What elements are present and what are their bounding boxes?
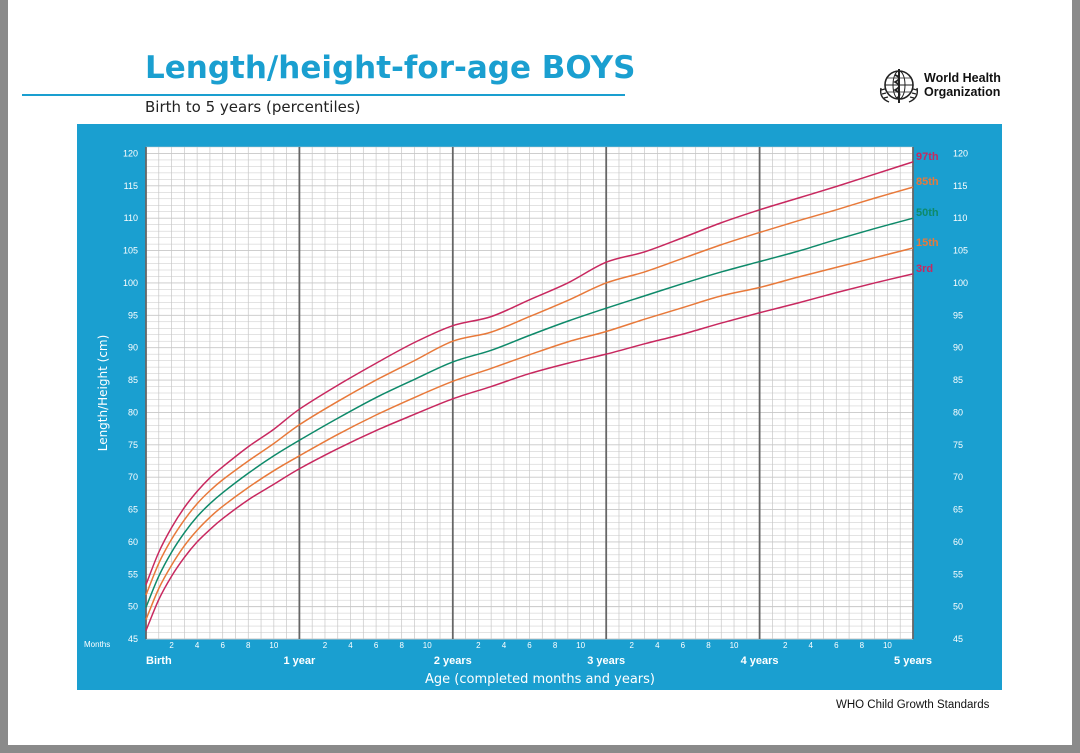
series-line-50th — [145, 217, 914, 608]
series-label-3rd: 3rd — [916, 263, 933, 275]
y-tick-label: 70 — [953, 472, 963, 482]
who-name-line2: Organization — [924, 85, 1001, 99]
footer-text: WHO Child Growth Standards — [836, 699, 990, 711]
y-tick-label: 45 — [128, 634, 138, 644]
y-tick-label: 85 — [128, 375, 138, 385]
y-tick-label: 45 — [953, 634, 963, 644]
month-tick-label: 4 — [348, 641, 353, 650]
month-tick-label: 4 — [655, 641, 660, 650]
y-tick-label: 105 — [123, 246, 138, 256]
y-tick-label: 60 — [953, 537, 963, 547]
y-tick-label: 120 — [123, 148, 138, 158]
who-emblem-icon — [879, 69, 919, 103]
y-tick-label: 65 — [128, 505, 138, 515]
year-tick-label: 5 years — [894, 655, 932, 667]
who-name-line1: World Health — [924, 71, 1001, 85]
month-tick-label: 6 — [834, 641, 839, 650]
y-tick-label: 95 — [953, 310, 963, 320]
series-label-97th: 97th — [916, 151, 939, 163]
month-tick-label: 8 — [553, 641, 558, 650]
y-axis-label: Length/Height (cm) — [96, 335, 110, 452]
month-tick-label: 8 — [399, 641, 404, 650]
month-tick-label: 10 — [423, 641, 432, 650]
month-tick-label: 2 — [783, 641, 788, 650]
x-axis-label: Age (completed months and years) — [425, 672, 655, 687]
y-tick-label: 110 — [953, 213, 967, 223]
y-tick-label: 85 — [953, 375, 963, 385]
y-tick-label: 50 — [128, 602, 138, 612]
series-label-85th: 85th — [916, 176, 939, 188]
month-tick-label: 8 — [246, 641, 251, 650]
who-name: World Health Organization — [924, 71, 1001, 99]
page-title: Length/height-for-age BOYS — [145, 50, 636, 86]
y-tick-label: 50 — [953, 602, 963, 612]
month-tick-label: 10 — [269, 641, 278, 650]
title-underline — [22, 94, 625, 96]
series-group — [145, 161, 914, 631]
y-axis-right: 45 50 55 60 65 70 75 80 85 90 95 100 105 110 115 120 — [953, 148, 968, 644]
y-tick-label: 120 — [953, 148, 968, 158]
month-tick-label: 8 — [706, 641, 711, 650]
y-tick-label: 75 — [128, 440, 138, 450]
y-tick-label: 80 — [128, 407, 138, 417]
series-line-85th — [145, 186, 914, 596]
month-tick-label: 2 — [476, 641, 481, 650]
year-tick-label: Birth — [146, 655, 172, 667]
month-tick-label: 2 — [323, 641, 328, 650]
month-tick-label: 6 — [527, 641, 532, 650]
year-tick-label: 2 years — [434, 655, 472, 667]
y-tick-label: 75 — [953, 440, 963, 450]
y-tick-label: 115 — [953, 181, 967, 191]
series-label-50th: 50th — [916, 207, 939, 219]
y-tick-label: 80 — [953, 407, 963, 417]
month-tick-label: 4 — [195, 641, 200, 650]
y-tick-label: 110 — [124, 213, 138, 223]
y-tick-label: 115 — [124, 181, 138, 191]
chart-grid — [145, 146, 914, 640]
y-tick-label: 70 — [128, 472, 138, 482]
series-label-15th: 15th — [916, 237, 939, 249]
year-tick-label: 3 years — [587, 655, 625, 667]
series-line-3rd — [145, 273, 914, 631]
month-tick-label: 2 — [169, 641, 174, 650]
y-tick-label: 95 — [128, 310, 138, 320]
month-tick-label: 10 — [883, 641, 892, 650]
month-tick-label: 4 — [502, 641, 507, 650]
y-axis-left: 45 50 55 60 65 70 75 80 85 90 95 100 105 110 115 120 — [123, 148, 138, 644]
y-tick-label: 90 — [953, 343, 963, 353]
y-tick-label: 100 — [123, 278, 138, 288]
page-subtitle: Birth to 5 years (percentiles) — [145, 98, 361, 116]
y-tick-label: 90 — [128, 343, 138, 353]
y-tick-label: 65 — [953, 505, 963, 515]
series-line-97th — [145, 161, 914, 585]
month-tick-label: 10 — [730, 641, 739, 650]
month-tick-label: 6 — [220, 641, 225, 650]
y-tick-label: 105 — [953, 246, 968, 256]
y-tick-label: 55 — [953, 569, 963, 579]
series-line-15th — [145, 247, 914, 620]
x-axis: 2 4 6 8 10 2 4 6 8 10 2 4 6 8 10 2 4 6 8 10 2 4 6 8 10 Birth 1 yea… — [146, 641, 932, 667]
year-tick-label: 1 year — [283, 655, 316, 667]
y-tick-label: 100 — [953, 278, 968, 288]
months-label: Months — [84, 640, 110, 649]
month-tick-label: 8 — [860, 641, 865, 650]
year-tick-label: 4 years — [741, 655, 779, 667]
month-tick-label: 4 — [809, 641, 814, 650]
series-labels: 97th 85th 50th 15th 3rd — [916, 151, 939, 275]
month-tick-label: 2 — [630, 641, 635, 650]
month-tick-label: 10 — [576, 641, 585, 650]
month-tick-label: 6 — [681, 641, 686, 650]
month-tick-label: 6 — [374, 641, 379, 650]
y-tick-label: 55 — [128, 569, 138, 579]
y-tick-label: 60 — [128, 537, 138, 547]
